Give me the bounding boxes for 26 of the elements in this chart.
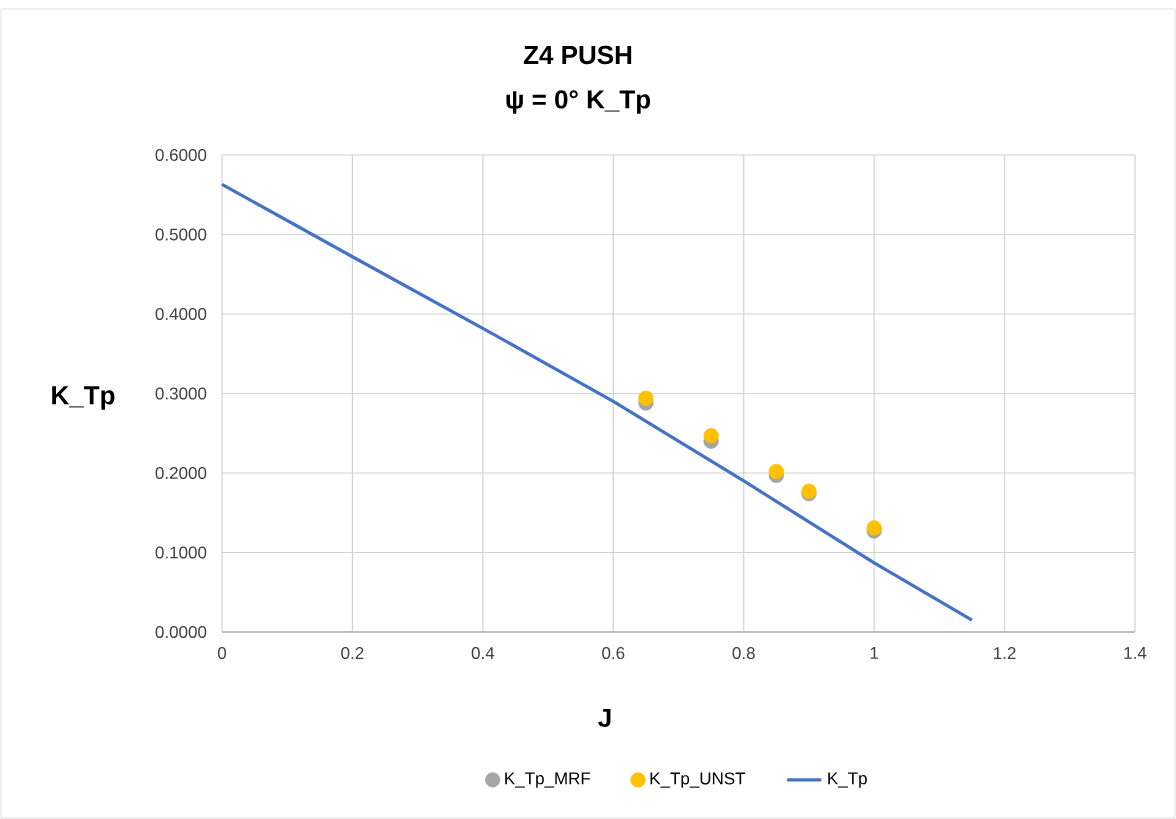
- chart-subtitle: ψ = 0° K_Tp: [506, 90, 651, 114]
- y-tick-label: 0.3000: [155, 387, 207, 400]
- x-tick-label: 0.8: [732, 647, 755, 660]
- legend-label: K_Tp: [828, 772, 867, 788]
- x-tick-label: 0.2: [341, 647, 364, 660]
- y-tick-label: 0.6000: [155, 149, 207, 162]
- y-tick-label: 0.1000: [155, 546, 207, 559]
- line-series: [220, 182, 974, 622]
- y-axis-title: K_Tp: [52, 386, 115, 410]
- x-tick-label: 1.2: [994, 647, 1016, 659]
- legend-label: K_Tp_MRF: [505, 772, 591, 788]
- x-axis-title: J: [598, 708, 611, 728]
- point: [703, 428, 719, 444]
- x-tick-label: 0.4: [471, 647, 495, 660]
- x-tick-label: 1: [870, 647, 879, 659]
- point: [638, 390, 654, 406]
- point: [768, 463, 784, 480]
- y-tick-label: 0.5000: [155, 228, 207, 241]
- x-tick-label: 0: [217, 647, 227, 660]
- chart-title: Z4 PUSH: [523, 45, 632, 65]
- x-tick-label: 0.6: [602, 647, 625, 660]
- y-tick-label: 0.4000: [155, 308, 207, 321]
- y-tick-label: 0.2000: [155, 467, 207, 480]
- x-tick-label: 1.4: [1124, 647, 1147, 659]
- y-tick-label: 0.0000: [155, 625, 207, 639]
- legend-label: K_Tp_UNST: [650, 772, 746, 788]
